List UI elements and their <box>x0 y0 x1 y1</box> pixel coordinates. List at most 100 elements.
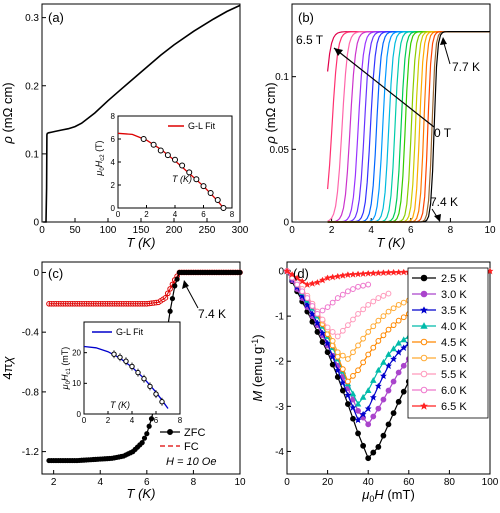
data-point <box>350 316 356 323</box>
y-tick-label: 10 <box>72 379 81 388</box>
panel-b: 0 2 4 6 8 10 0 0.05 0.1 (b) T (K) ρ (mΩ cm) 6.5 T 7.7… <box>263 3 496 250</box>
data-point <box>359 393 367 400</box>
panel-letter: (d) <box>293 266 309 281</box>
data-point <box>309 280 316 287</box>
data-point <box>354 400 362 407</box>
y-axis-title: ρ (mΩ cm) <box>0 82 15 144</box>
y-tick-label: 8 <box>111 112 116 121</box>
plot-frame <box>286 261 491 475</box>
data-point <box>355 407 361 414</box>
data-point <box>364 387 372 393</box>
data-point <box>334 349 341 356</box>
x-tick-label: 2 <box>144 210 149 219</box>
data-point <box>193 176 200 183</box>
data-point <box>309 303 316 309</box>
data-point <box>370 449 377 456</box>
data-point <box>350 372 356 379</box>
data-point <box>339 272 347 279</box>
data-point <box>350 286 356 292</box>
panel-c: 2 4 6 8 10 0 -0.4 -0.8 -1.2 (c) T (K) 4πχ 7.4 K ZFC FC… <box>0 261 246 501</box>
data-point <box>360 442 367 449</box>
data-point <box>380 269 387 276</box>
data-point <box>314 319 321 327</box>
annotation-zero-res: 7.4 K <box>430 195 458 209</box>
data-point <box>420 338 428 346</box>
data-point <box>329 329 336 335</box>
y-tick-label: 0 <box>278 267 284 278</box>
data-point <box>324 349 331 356</box>
data-point <box>395 369 402 376</box>
data-point <box>345 378 351 385</box>
data-point <box>344 391 352 399</box>
data-point <box>385 362 392 370</box>
data-point <box>385 421 392 428</box>
data-point <box>117 354 123 360</box>
data-point <box>395 398 402 405</box>
y-tick-label: 0.2 <box>25 81 39 92</box>
data-point <box>159 399 165 405</box>
x-tick-label: 250 <box>199 225 216 236</box>
rho-T-curve <box>327 31 490 223</box>
data-point <box>319 307 326 314</box>
data-point <box>207 190 214 197</box>
x-tick-label: 6 <box>408 225 414 236</box>
data-point <box>359 270 367 277</box>
panel-letter: (c) <box>48 266 63 281</box>
y-tick-label: 2 <box>111 181 116 190</box>
data-point <box>395 301 402 308</box>
data-point <box>349 390 357 397</box>
legend-label: 4.5 K <box>441 337 467 349</box>
data-point <box>169 295 176 302</box>
data-point <box>237 269 243 276</box>
legend-label: H = 10 Oe <box>166 456 216 468</box>
data-point <box>364 270 372 277</box>
data-point <box>334 333 341 340</box>
data-point <box>355 310 361 317</box>
data-point <box>400 268 408 276</box>
data-point <box>339 291 346 298</box>
data-point <box>329 338 336 344</box>
data-point <box>420 402 428 410</box>
data-point <box>375 405 382 412</box>
data-point <box>385 269 392 276</box>
zero-arrow-head <box>434 214 441 222</box>
x-tick-label: 20 <box>322 477 334 488</box>
data-point <box>420 274 428 282</box>
data-point <box>135 369 141 376</box>
plot-frame <box>41 261 241 475</box>
data-point <box>153 391 159 397</box>
data-point <box>309 310 316 318</box>
data-point <box>309 318 316 325</box>
y-tick-label: 0.1 <box>25 149 39 160</box>
data-point <box>375 295 382 301</box>
data-point <box>339 366 346 373</box>
x-tick-label: 6 <box>154 416 159 425</box>
data-point <box>111 351 117 357</box>
x-tick-label: 8 <box>448 225 454 236</box>
data-point <box>304 295 311 301</box>
data-point <box>365 455 372 462</box>
panel-d: 0 20 40 60 80 100 0 -1 -2 -3 -4 (d) μ0H (mT) M (emu g… <box>250 261 499 504</box>
x-axis-title: T (K) <box>127 486 156 501</box>
x-tick-label: 0 <box>116 210 121 219</box>
data-point <box>370 298 377 305</box>
y-tick-label: -1.2 <box>22 447 40 458</box>
data-point <box>360 335 367 342</box>
y-axis-title: ρ (mΩ cm) <box>263 82 278 144</box>
data-point <box>339 352 346 359</box>
data-point <box>350 349 356 356</box>
data-point <box>374 269 382 277</box>
y-tick-label: 20 <box>72 348 81 357</box>
inset-x-title: T (K) <box>172 174 192 184</box>
field-arrow <box>333 47 435 128</box>
data-point <box>380 292 387 299</box>
x-tick-label: 10 <box>234 477 246 488</box>
data-point <box>172 156 178 163</box>
x-axis-title: T (K) <box>127 235 156 250</box>
data-point <box>283 267 291 275</box>
data-point <box>167 308 173 314</box>
data-point <box>380 332 387 339</box>
data-point <box>123 358 129 364</box>
legend-label: 3.0 K <box>441 289 467 301</box>
